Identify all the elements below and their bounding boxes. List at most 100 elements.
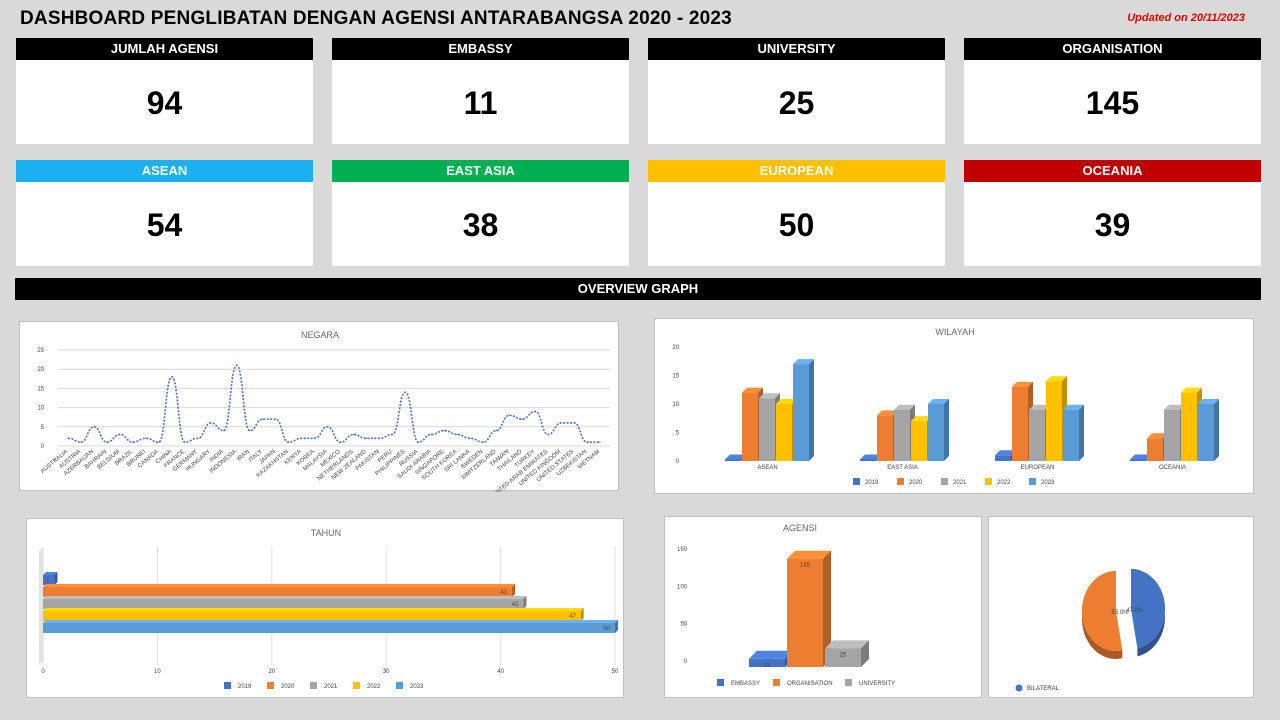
bar-2023-side <box>1079 404 1084 461</box>
y-tick-label: 20 <box>37 367 44 373</box>
bilateral-chart-panel: 53.0% 47.0% BILATERAL <box>988 516 1254 698</box>
bar-2022 <box>911 421 927 461</box>
card-header: ORGANISATION <box>964 38 1261 60</box>
bar-UNIVERSITY-side <box>861 640 869 667</box>
card-header: EAST ASIA <box>332 160 629 182</box>
bar-2022 <box>776 404 792 461</box>
y-tick-label: 10 <box>37 406 44 412</box>
data-label: 1 <box>46 578 50 584</box>
legend-swatch <box>1029 478 1036 485</box>
bar-2022-top <box>1181 387 1202 393</box>
card-header: EUROPEAN <box>648 160 945 182</box>
data-point <box>210 422 212 424</box>
bar-2022-top <box>1046 376 1067 382</box>
bar-2019 <box>1130 459 1146 461</box>
tahun-chart-panel: TAHUN 0 10 20 30 40 50 1 41 42 47 50 2019 2020 2021 202… <box>26 518 624 698</box>
data-point <box>469 437 471 439</box>
bar-2019-top <box>1130 454 1151 460</box>
bar-2019 <box>860 459 876 461</box>
bar-2023-side <box>809 359 814 461</box>
data-point <box>223 430 225 432</box>
legend-swatch <box>224 682 231 689</box>
bar-2023 <box>793 364 809 461</box>
y-tick-label: 0 <box>684 659 688 665</box>
legend-swatch <box>773 679 780 686</box>
x-tick-label: 10 <box>154 669 161 675</box>
category-label: OCEANIA <box>1159 465 1186 471</box>
legend-swatch <box>985 478 992 485</box>
data-point <box>404 391 406 393</box>
data-point <box>417 441 419 443</box>
card-header: UNIVERSITY <box>648 38 945 60</box>
legend-swatch <box>267 682 274 689</box>
chart-title: AGENSI <box>783 523 817 533</box>
y-tick-label: 50 <box>680 622 687 628</box>
bar-2023-top <box>1198 399 1219 404</box>
updated-date: Updated on 20/11/2023 <box>1127 12 1245 24</box>
data-point <box>132 441 134 443</box>
bar-ORGANISATION <box>787 558 823 667</box>
data-point <box>236 364 238 366</box>
bar-2019 <box>43 575 55 585</box>
card-east-asia: EAST ASIA 38 <box>332 160 629 266</box>
y-tick-label: 100 <box>677 584 688 590</box>
data-label: 145 <box>800 563 811 569</box>
x-tick-label: 50 <box>612 669 619 675</box>
data-point <box>313 437 316 439</box>
bar-2023 <box>928 404 944 461</box>
data-point <box>145 437 147 439</box>
bar-2020-side <box>512 584 516 597</box>
chart-title: NEGARA <box>301 330 339 340</box>
legend-label: EMBASSY <box>731 681 760 687</box>
bar-2021 <box>1164 409 1180 461</box>
card-oceania: OCEANIA 39 <box>964 160 1261 266</box>
data-point <box>456 433 458 436</box>
bar-2019-top <box>43 572 58 575</box>
series-line <box>67 364 600 443</box>
category-label: EAST ASIA <box>887 465 918 471</box>
data-point <box>508 414 510 416</box>
slice-orange <box>1082 571 1123 651</box>
x-tick-label: 30 <box>383 669 390 675</box>
legend-swatch <box>1015 684 1023 692</box>
data-point <box>378 437 381 439</box>
bar-2020 <box>877 415 893 461</box>
overview-graph-banner: OVERVIEW GRAPH <box>15 278 1261 300</box>
y-tick-label: 5 <box>41 425 45 431</box>
y-tick-label: 15 <box>37 386 44 392</box>
bar-2019-side <box>54 572 58 585</box>
data-point <box>573 422 575 424</box>
legend-swatch <box>845 679 852 686</box>
data-label: 50 <box>603 626 610 632</box>
y-tick-label: 150 <box>677 547 688 553</box>
negara-line-chart: NEGARA0510152025AUSTRALIAAUSTRIAAZERBAIJ… <box>37 330 610 492</box>
negara-chart-panel: NEGARA 0 5 10 15 20 25 AUSTRALIA AUSTRIA AZERBAIJ… <box>19 321 619 492</box>
bar-EMBASSY <box>749 658 785 667</box>
legend-label: 2022 <box>997 480 1011 486</box>
bar-2023 <box>43 623 615 633</box>
legend-label: UNIVERSITY <box>859 681 895 687</box>
bar-2021 <box>894 409 910 461</box>
data-point <box>197 437 199 439</box>
bar-2020-top <box>1147 433 1168 439</box>
data-label: 11 <box>764 663 771 669</box>
data-point <box>119 433 121 436</box>
data-point <box>482 441 484 443</box>
card-value: 54 <box>146 207 183 243</box>
y-tick-label: 0 <box>676 459 680 465</box>
data-point <box>275 418 277 420</box>
category-label: EUROPEAN <box>1021 465 1055 471</box>
data-point <box>365 437 368 439</box>
card-header: OCEANIA <box>964 160 1261 182</box>
data-label: 47 <box>569 614 576 620</box>
data-point <box>560 422 562 424</box>
bar-2023-top <box>793 359 814 365</box>
legend-label: 2021 <box>953 480 967 486</box>
bar-2020-top <box>1012 381 1033 387</box>
agensi-chart-panel: AGENSI 0 50 100 150 11 145 25 EMBASSY ORGANISATIO… <box>664 516 982 698</box>
chart-title: WILAYAH <box>935 327 974 337</box>
card-value: 38 <box>462 207 499 243</box>
legend-label: 2020 <box>909 480 923 486</box>
legend-swatch <box>853 478 860 485</box>
bar-2020 <box>742 392 758 461</box>
